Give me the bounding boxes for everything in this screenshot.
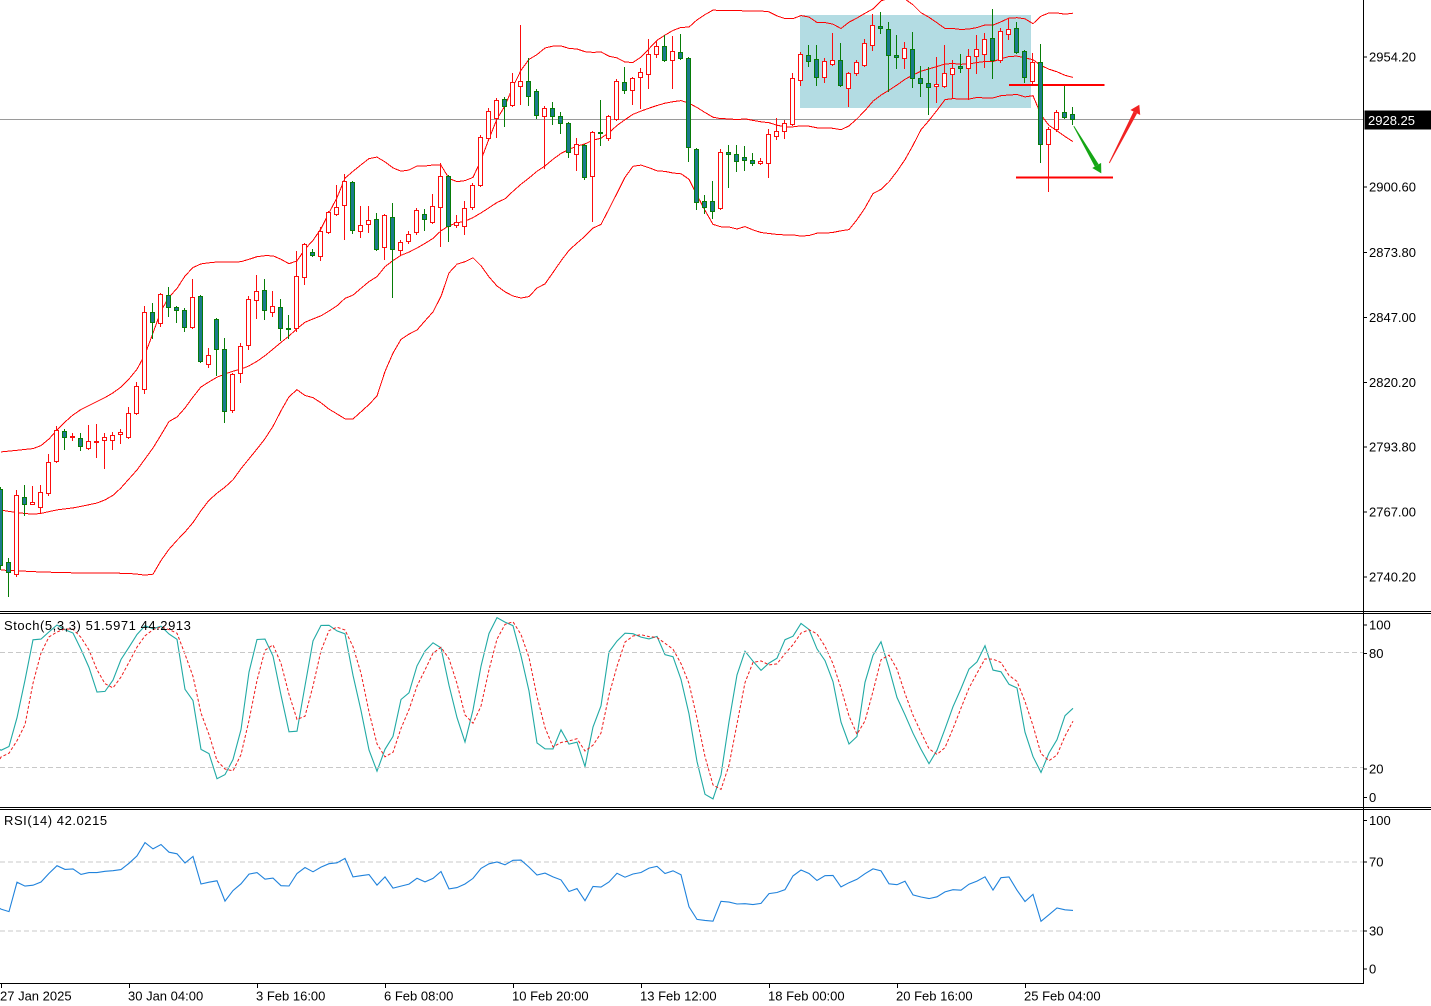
svg-text:13 Feb 12:00: 13 Feb 12:00 <box>640 989 717 1004</box>
svg-text:100: 100 <box>1369 813 1391 828</box>
svg-text:2928.25: 2928.25 <box>1368 113 1415 128</box>
svg-text:27 Jan 2025: 27 Jan 2025 <box>0 989 72 1004</box>
svg-text:2740.20: 2740.20 <box>1369 570 1416 585</box>
svg-text:100: 100 <box>1369 618 1391 633</box>
svg-text:20: 20 <box>1369 762 1383 777</box>
svg-text:20 Feb 16:00: 20 Feb 16:00 <box>896 989 973 1004</box>
svg-text:80: 80 <box>1369 646 1383 661</box>
svg-text:18 Feb 00:00: 18 Feb 00:00 <box>768 989 845 1004</box>
svg-text:10 Feb 20:00: 10 Feb 20:00 <box>512 989 589 1004</box>
svg-text:Stoch(5,3,3) 51.5971 44.2913: Stoch(5,3,3) 51.5971 44.2913 <box>4 618 191 633</box>
svg-text:2873.80: 2873.80 <box>1369 245 1416 260</box>
svg-text:2767.00: 2767.00 <box>1369 504 1416 519</box>
svg-text:2900.60: 2900.60 <box>1369 180 1416 195</box>
svg-text:3 Feb 16:00: 3 Feb 16:00 <box>256 989 325 1004</box>
svg-text:2954.20: 2954.20 <box>1369 50 1416 65</box>
svg-text:RSI(14) 42.0215: RSI(14) 42.0215 <box>4 813 108 828</box>
svg-text:6 Feb 08:00: 6 Feb 08:00 <box>384 989 453 1004</box>
svg-text:30 Jan 04:00: 30 Jan 04:00 <box>128 989 203 1004</box>
svg-text:25 Feb 04:00: 25 Feb 04:00 <box>1024 989 1101 1004</box>
svg-text:70: 70 <box>1369 855 1383 870</box>
svg-text:2820.20: 2820.20 <box>1369 375 1416 390</box>
svg-text:0: 0 <box>1369 790 1376 805</box>
svg-text:2793.80: 2793.80 <box>1369 439 1416 454</box>
svg-text:2847.00: 2847.00 <box>1369 310 1416 325</box>
svg-text:30: 30 <box>1369 924 1383 939</box>
svg-text:0: 0 <box>1369 962 1376 977</box>
